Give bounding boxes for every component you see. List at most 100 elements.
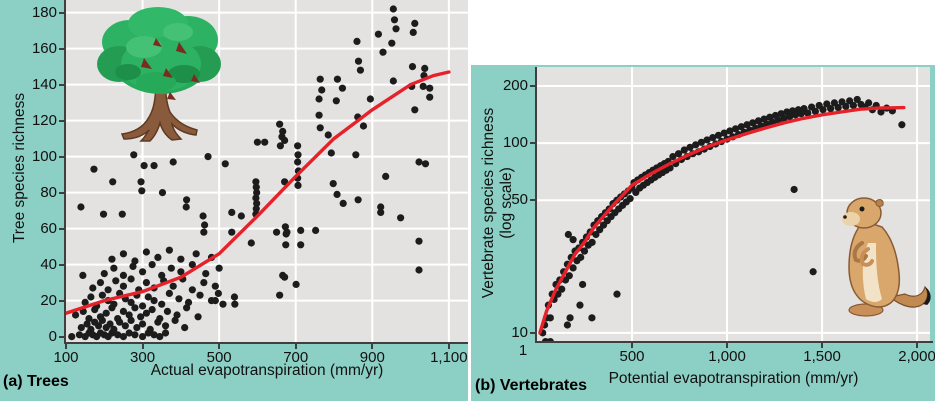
data-point	[99, 210, 108, 218]
data-point	[332, 97, 340, 105]
data-point	[165, 289, 173, 297]
data-point	[389, 5, 397, 13]
data-point	[333, 75, 342, 83]
data-point	[366, 95, 374, 103]
data-point	[253, 199, 261, 207]
y-tick-label: 20	[40, 291, 57, 309]
data-point	[283, 228, 291, 236]
data-point	[127, 316, 135, 324]
data-point	[278, 133, 286, 141]
data-point	[819, 106, 827, 114]
data-point	[130, 151, 138, 159]
data-point	[110, 325, 118, 333]
data-point	[297, 241, 305, 249]
data-point	[188, 261, 196, 269]
data-point	[774, 116, 782, 124]
data-point	[68, 333, 76, 341]
y-tick-mark	[59, 47, 64, 50]
data-point	[96, 313, 105, 321]
data-point	[228, 228, 236, 236]
data-point	[327, 149, 335, 157]
data-point	[138, 302, 147, 310]
x-tick-label: 2,000	[898, 348, 935, 365]
data-point	[156, 315, 164, 323]
data-point	[114, 315, 122, 323]
data-point	[121, 322, 129, 330]
data-point	[720, 129, 728, 137]
data-point	[294, 181, 302, 189]
data-point	[588, 238, 596, 246]
y-tick-label: 60	[40, 219, 57, 237]
data-point	[127, 275, 135, 283]
data-point	[811, 107, 820, 116]
data-point	[163, 307, 172, 315]
data-point	[89, 284, 97, 292]
trend-line	[538, 105, 906, 335]
data-point	[167, 264, 175, 272]
data-point	[85, 315, 93, 323]
data-point	[379, 48, 387, 56]
data-point	[408, 63, 417, 71]
data-point	[546, 337, 554, 341]
data-point	[94, 322, 103, 330]
data-point	[827, 105, 835, 113]
data-point	[142, 248, 150, 256]
data-point	[196, 291, 204, 299]
y-tick-mark	[530, 199, 535, 202]
x-tick-label: 100	[53, 349, 79, 366]
panel-trees: Actual evapotranspiration (mm/yr) Tree s…	[0, 0, 468, 401]
data-point	[221, 160, 229, 168]
y-tick-mark	[59, 263, 64, 266]
x-tick-label: 500	[619, 348, 645, 365]
data-point	[790, 185, 798, 194]
data-point	[161, 322, 170, 330]
data-point	[177, 268, 185, 276]
data-point	[156, 333, 164, 341]
data-point	[669, 152, 677, 161]
x-tick-label: 1,500	[803, 348, 841, 365]
y-axis-title-trees: Tree species richness	[11, 92, 28, 244]
data-point	[114, 331, 122, 339]
y-tick-label: 140	[31, 75, 57, 93]
data-point	[131, 331, 139, 339]
data-point	[183, 304, 191, 312]
data-point	[411, 19, 419, 27]
data-point	[576, 301, 584, 309]
data-point	[421, 64, 429, 72]
data-point	[382, 172, 390, 180]
data-point	[377, 208, 385, 216]
data-point	[177, 255, 185, 263]
data-point	[204, 153, 212, 161]
y-tick-mark	[530, 85, 535, 88]
data-point	[200, 279, 208, 287]
data-point	[112, 277, 120, 285]
data-point	[318, 86, 326, 94]
data-point	[786, 113, 794, 121]
x-tick-mark	[218, 344, 221, 349]
data-point	[292, 280, 300, 288]
data-point	[565, 272, 573, 280]
data-point	[294, 158, 302, 166]
data-point	[338, 84, 347, 92]
data-point	[315, 111, 323, 119]
data-point	[339, 199, 347, 207]
data-point	[228, 208, 236, 216]
data-point	[169, 282, 177, 290]
data-point	[148, 306, 156, 314]
x-tick-mark	[141, 344, 144, 349]
data-point	[150, 162, 158, 170]
data-point	[714, 131, 723, 139]
data-point	[125, 329, 133, 337]
data-point	[626, 195, 634, 203]
y-tick-label: 100	[31, 147, 57, 165]
data-point	[207, 297, 216, 305]
data-point	[692, 141, 700, 149]
x-tick-mark	[371, 344, 374, 349]
y-tick-label: 40	[40, 255, 57, 273]
data-point	[686, 143, 694, 151]
data-point	[282, 241, 290, 249]
tree-icon	[86, 2, 236, 148]
data-point	[842, 102, 850, 111]
data-point	[110, 300, 118, 308]
